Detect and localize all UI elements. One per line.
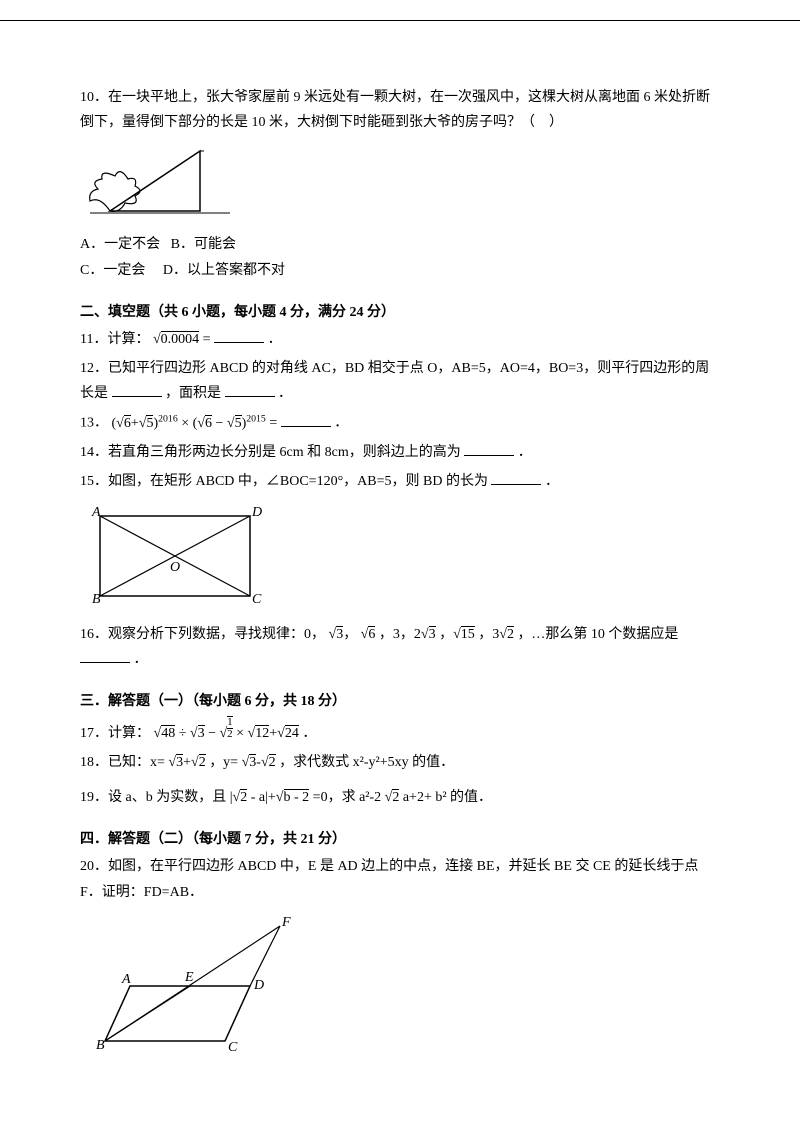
q19-sq2: √2	[385, 789, 400, 805]
q11-eq: =	[203, 332, 211, 347]
q16-prefix: 16．观察分析下列数据，寻找规律：0，	[80, 627, 325, 642]
q10-optD: D．以上答案都不对	[163, 263, 285, 278]
q16-tail: ，…那么第 10 个数据应是	[517, 627, 678, 642]
q19-expr: |√2 - a|+√b - 2	[230, 789, 313, 805]
q19-mid: =0，求 a²-2	[313, 790, 381, 805]
svg-text:A: A	[121, 972, 131, 987]
svg-text:F: F	[281, 915, 291, 930]
section2-title: 二、填空题（共 6 小题，每小题 4 分，满分 24 分）	[80, 301, 720, 321]
q17-expr: √48 ÷ √3 − √12 × √12+√24	[154, 726, 303, 741]
section3-title: 三．解答题（一）（每小题 6 分，共 18 分）	[80, 690, 720, 710]
svg-text:C: C	[228, 1040, 238, 1055]
q16-suffix: ．	[134, 652, 148, 667]
q12-blank1	[112, 382, 162, 397]
q19-tail: a+2+ b² 的值．	[403, 790, 492, 805]
q18-x: √3+√2	[168, 754, 205, 770]
q10-optC: C．一定会	[80, 263, 145, 278]
q13-expr: (√6+√5)2016 × (√6 − √5)2015	[112, 416, 270, 431]
q17-prefix: 17．计算：	[80, 726, 150, 741]
q20-text: 20．如图，在平行四边形 ABCD 中，E 是 AD 边上的中点，连接 BE，并…	[80, 854, 720, 904]
q15-suffix: ．	[545, 474, 559, 489]
q13-blank	[281, 412, 331, 427]
svg-text:B: B	[96, 1038, 105, 1053]
q17-suffix: ．	[302, 726, 316, 741]
q10-text: 10．在一块平地上，张大爷家屋前 9 米远处有一颗大树，在一次强风中，这棵大树从…	[80, 85, 720, 135]
svg-text:D: D	[251, 505, 262, 520]
q11-suffix: ．	[268, 332, 282, 347]
q10-optB: B．可能会	[171, 237, 236, 252]
q18-mid: ，y=	[209, 755, 238, 770]
q10-figure	[80, 141, 720, 226]
svg-text:E: E	[184, 970, 194, 985]
svg-text:C: C	[252, 592, 262, 607]
q18-prefix: 18．已知：x=	[80, 755, 165, 770]
q12-mid: ，面积是	[165, 386, 221, 401]
svg-text:D: D	[253, 978, 264, 993]
svg-text:B: B	[92, 592, 101, 607]
q10-optA: A．一定不会	[80, 237, 160, 252]
q13-eq: =	[269, 416, 277, 431]
q11-expr: √0.0004	[153, 331, 199, 347]
q18-y: √3-√2	[242, 754, 276, 770]
q19-prefix: 19．设 a、b 为实数，且	[80, 790, 230, 805]
q18-tail: ，求代数式 x²-y²+5xy 的值．	[279, 755, 454, 770]
q15-figure: A D B C O	[80, 501, 720, 616]
q15-text: 15．如图，在矩形 ABCD 中，∠BOC=120°，AB=5，则 BD 的长为	[80, 474, 488, 489]
q14-text: 14．若直角三角形两边长分别是 6cm 和 8cm，则斜边上的高为	[80, 445, 461, 460]
q11-blank	[214, 328, 264, 343]
q11-prefix: 11．计算：	[80, 332, 149, 347]
q20-figure: A E D B C F	[80, 911, 720, 1061]
q14-blank	[464, 441, 514, 456]
q12-blank2	[225, 382, 275, 397]
q16-blank	[80, 648, 130, 663]
q13-suffix: ．	[334, 416, 348, 431]
q12-suffix: ．	[278, 386, 292, 401]
svg-text:A: A	[91, 505, 101, 520]
section4-title: 四．解答题（二）（每小题 7 分，共 21 分）	[80, 828, 720, 848]
q15-blank	[491, 470, 541, 485]
q14-suffix: ．	[518, 445, 532, 460]
q16-seq: √3， √6 ，3，2√3 ，√15 ，3√2	[329, 626, 518, 642]
svg-text:O: O	[170, 560, 180, 575]
q13-prefix: 13．	[80, 416, 108, 431]
